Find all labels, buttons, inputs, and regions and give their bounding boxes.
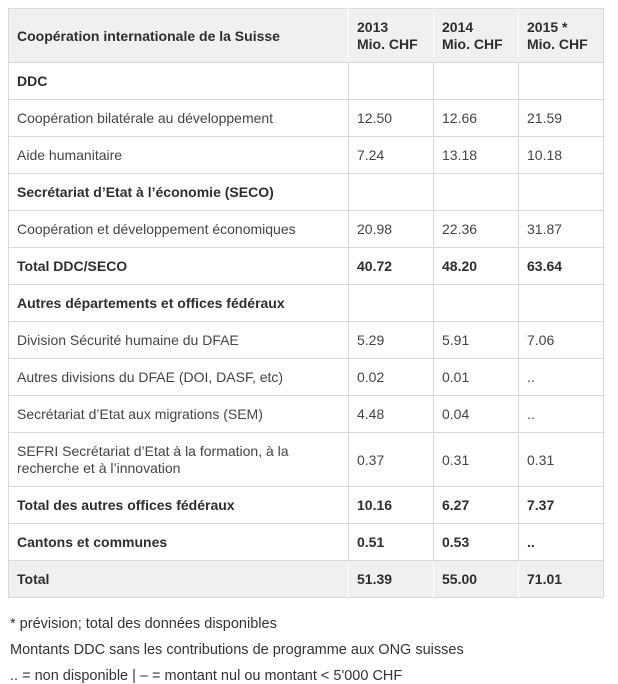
value-cell: .. bbox=[518, 395, 604, 433]
table-row: DDC bbox=[8, 62, 604, 100]
year-label: 2014 bbox=[442, 19, 474, 35]
value-cell: 12.66 bbox=[433, 99, 519, 137]
column-header-2015: 2015 * Mio. CHF bbox=[518, 8, 604, 63]
value-cell: 7.37 bbox=[518, 486, 604, 524]
value-cell bbox=[348, 173, 434, 211]
value-cell: 7.24 bbox=[348, 136, 434, 174]
value-cell bbox=[518, 62, 604, 100]
value-cell: 0.04 bbox=[433, 395, 519, 433]
value-cell bbox=[348, 62, 434, 100]
value-cell: 40.72 bbox=[348, 247, 434, 285]
value-cell: 5.29 bbox=[348, 321, 434, 359]
value-cell: 7.06 bbox=[518, 321, 604, 359]
value-cell bbox=[348, 284, 434, 322]
row-label: Total bbox=[8, 560, 349, 598]
value-cell: 0.53 bbox=[433, 523, 519, 561]
row-label: Secrétariat d’Etat aux migrations (SEM) bbox=[8, 395, 349, 433]
value-cell: 48.20 bbox=[433, 247, 519, 285]
table-row: Autres départements et offices fédéraux bbox=[8, 284, 604, 322]
international-cooperation-table: Coopération internationale de la Suisse … bbox=[8, 8, 604, 598]
footnotes: * prévision; total des données disponibl… bbox=[8, 611, 610, 684]
table-row: Total des autres offices fédéraux 10.16 6.… bbox=[8, 486, 604, 524]
year-label: 2013 bbox=[357, 19, 389, 35]
value-cell: 6.27 bbox=[433, 486, 519, 524]
value-cell: 21.59 bbox=[518, 99, 604, 137]
value-cell: 63.64 bbox=[518, 247, 604, 285]
row-label: Division Sécurité humaine du DFAE bbox=[8, 321, 349, 359]
table-row: SEFRI Secrétariat d’Etat à la formation,… bbox=[8, 432, 604, 487]
table-row: Secrétariat d’Etat à l’économie (SECO) bbox=[8, 173, 604, 211]
value-cell: 4.48 bbox=[348, 395, 434, 433]
table-body: DDC Coopération bilatérale au développeme… bbox=[8, 62, 604, 598]
value-cell: 51.39 bbox=[348, 560, 434, 598]
footnote-legend: .. = non disponible | – = montant nul ou… bbox=[10, 668, 403, 684]
row-label: Coopération et développement économiques bbox=[8, 210, 349, 248]
year-label: 2015 * bbox=[527, 19, 568, 35]
table-row: Cantons et communes 0.51 0.53.. bbox=[8, 523, 604, 561]
value-cell: .. bbox=[518, 358, 604, 396]
table-row: Secrétariat d’Etat aux migrations (SEM) 4… bbox=[8, 395, 604, 433]
value-cell: 12.50 bbox=[348, 99, 434, 137]
value-cell bbox=[433, 284, 519, 322]
value-cell: 0.31 bbox=[433, 432, 519, 487]
value-cell: 55.00 bbox=[433, 560, 519, 598]
value-cell: 20.98 bbox=[348, 210, 434, 248]
table-row: Total 51.39 55.00 71.01 bbox=[8, 560, 604, 598]
row-label: Aide humanitaire bbox=[8, 136, 349, 174]
value-cell: 0.31 bbox=[518, 432, 604, 487]
row-label: Total DDC/SECO bbox=[8, 247, 349, 285]
value-cell: 0.01 bbox=[433, 358, 519, 396]
value-cell: 13.18 bbox=[433, 136, 519, 174]
value-cell: 22.36 bbox=[433, 210, 519, 248]
row-label: Secrétariat d’Etat à l’économie (SECO) bbox=[8, 173, 349, 211]
value-cell bbox=[518, 173, 604, 211]
value-cell: 5.91 bbox=[433, 321, 519, 359]
value-cell bbox=[433, 62, 519, 100]
row-label: Total des autres offices fédéraux bbox=[8, 486, 349, 524]
unit-label: Mio. CHF bbox=[357, 36, 418, 52]
column-header-2014: 2014 Mio. CHF bbox=[433, 8, 519, 63]
value-cell bbox=[433, 173, 519, 211]
footnote-ddc-amounts: Montants DDC sans les contributions de p… bbox=[10, 642, 464, 658]
unit-label: Mio. CHF bbox=[527, 36, 588, 52]
row-label: Coopération bilatérale au développement bbox=[8, 99, 349, 137]
row-label: Autres divisions du DFAE (DOI, DASF, etc… bbox=[8, 358, 349, 396]
value-cell: 31.87 bbox=[518, 210, 604, 248]
row-label: Cantons et communes bbox=[8, 523, 349, 561]
table-row: Coopération bilatérale au développement 1… bbox=[8, 99, 604, 137]
table-header: Coopération internationale de la Suisse … bbox=[8, 8, 604, 63]
unit-label: Mio. CHF bbox=[442, 36, 503, 52]
row-label: Autres départements et offices fédéraux bbox=[8, 284, 349, 322]
value-cell: 71.01 bbox=[518, 560, 604, 598]
value-cell: .. bbox=[518, 523, 604, 561]
value-cell bbox=[518, 284, 604, 322]
table-row: Division Sécurité humaine du DFAE 5.29 5.9… bbox=[8, 321, 604, 359]
value-cell: 0.51 bbox=[348, 523, 434, 561]
value-cell: 0.02 bbox=[348, 358, 434, 396]
row-label: DDC bbox=[8, 62, 349, 100]
table-row: Aide humanitaire 7.24 13.18 10.18 bbox=[8, 136, 604, 174]
column-header-2013: 2013 Mio. CHF bbox=[348, 8, 434, 63]
table-row: Total DDC/SECO 40.72 48.20 63.64 bbox=[8, 247, 604, 285]
value-cell: 10.18 bbox=[518, 136, 604, 174]
row-label: SEFRI Secrétariat d’Etat à la formation,… bbox=[8, 432, 349, 487]
footnote-forecast: * prévision; total des données disponibl… bbox=[10, 616, 277, 632]
value-cell: 10.16 bbox=[348, 486, 434, 524]
table-row: Autres divisions du DFAE (DOI, DASF, etc… bbox=[8, 358, 604, 396]
table-row: Coopération et développement économiques… bbox=[8, 210, 604, 248]
value-cell: 0.37 bbox=[348, 432, 434, 487]
table-title: Coopération internationale de la Suisse bbox=[8, 8, 349, 63]
header-row: Coopération internationale de la Suisse … bbox=[8, 8, 604, 63]
